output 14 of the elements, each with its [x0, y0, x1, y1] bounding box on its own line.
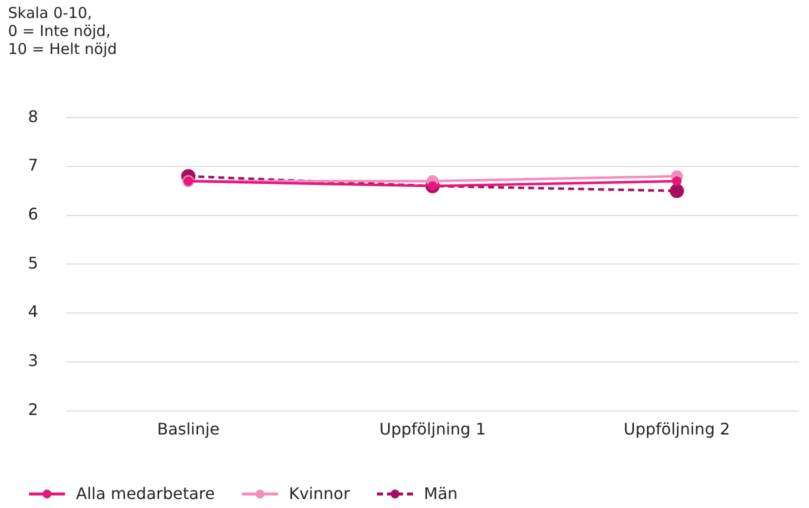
x-tick-label: Uppföljning 2 [624, 420, 730, 439]
y-tick-label: 5 [28, 253, 38, 272]
y-tick-label: 6 [28, 204, 38, 224]
legend-label: Män [424, 484, 458, 503]
x-tick-label: Baslinje [157, 420, 220, 439]
y-tick-label: 2 [28, 400, 38, 419]
y-tick-label: 7 [28, 156, 38, 175]
y-tick-label: 8 [28, 106, 38, 126]
legend-label: Kvinnor [288, 484, 350, 503]
y-axis-title: Skala 0-10, 0 = Inte nöjd, 10 = Helt nöjd [8, 4, 117, 58]
y-tick-label: 4 [28, 302, 38, 322]
y-tick-label: 3 [28, 351, 38, 370]
legend-label: Alla medarbetare [76, 484, 215, 503]
x-tick-label: Uppföljning 1 [379, 420, 486, 439]
